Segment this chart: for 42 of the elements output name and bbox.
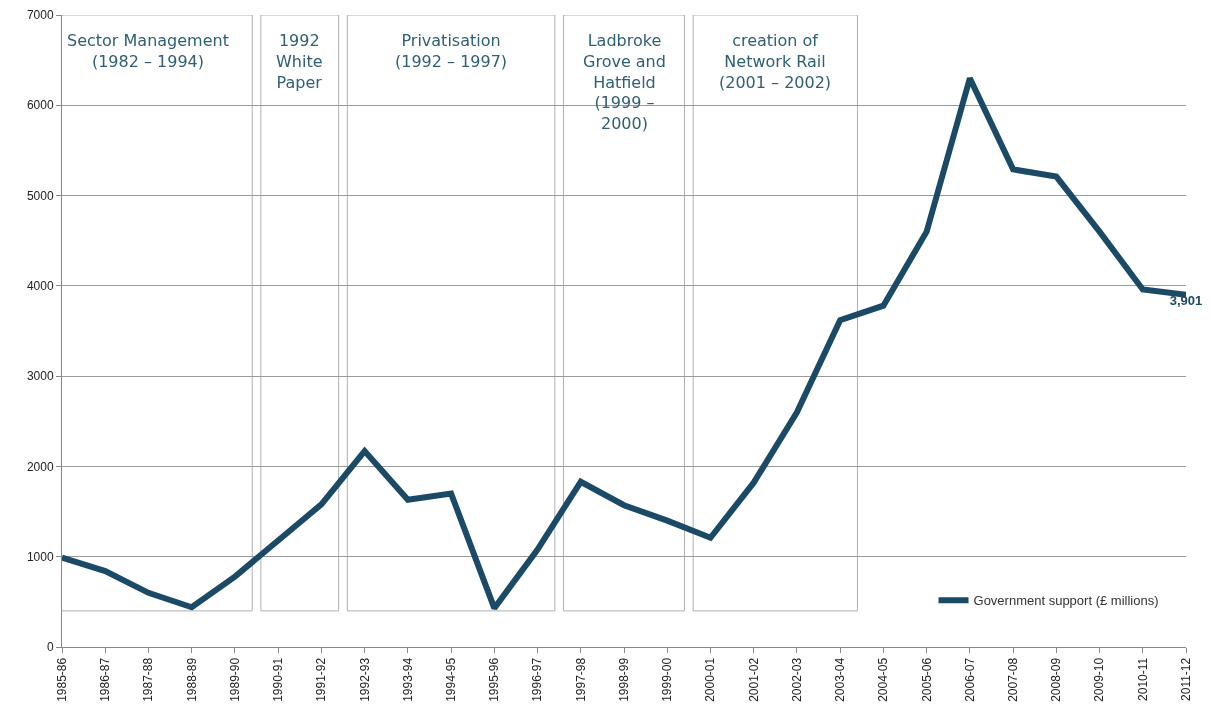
x-tick-label: 1995-96 [487, 657, 502, 702]
x-tick-label: 2011-12 [1178, 657, 1193, 701]
data-label: 3,901 [1169, 292, 1203, 308]
x-tick-label: 2010-11 [1135, 657, 1150, 701]
x-tick-label: 2008-09 [1049, 657, 1064, 702]
x-tick-label: 1999-00 [660, 657, 675, 702]
x-tick-label: 1998-99 [616, 657, 631, 702]
x-tick-label: 1987-88 [141, 657, 156, 702]
band-label: Privatisation (1992 – 1997) [395, 31, 508, 71]
y-tick-label: 4000 [26, 279, 54, 294]
x-tick-label: 1992-93 [357, 657, 372, 702]
y-tick-label: 2000 [26, 459, 54, 474]
x-tick-label: 2006-07 [962, 657, 977, 702]
x-tick-label: 2002-03 [789, 657, 804, 702]
x-tick-label: 1986-87 [98, 657, 113, 702]
y-tick-label: 7000 [26, 8, 54, 23]
y-tick-label: 1000 [26, 549, 54, 564]
x-tick-label: 2004-05 [876, 657, 891, 702]
legend-label: Government support (£ millions) [973, 593, 1159, 609]
x-tick-label: 1988-89 [184, 657, 199, 702]
y-tick-label: 3000 [26, 369, 54, 384]
x-tick-label: 1993-94 [400, 657, 415, 702]
x-tick-label: 2007-08 [1005, 657, 1020, 702]
x-tick-label: 1996-97 [530, 657, 545, 702]
x-tick-label: 2000-01 [703, 657, 718, 702]
x-tick-label: 1989-90 [227, 657, 242, 702]
x-tick-label: 1994-95 [443, 657, 458, 702]
band-label: 1992 White Paper [276, 31, 323, 92]
x-tick-label: 1991-92 [314, 657, 329, 702]
y-tick-label: 0 [46, 640, 54, 655]
x-tick-label: 2001-02 [746, 657, 761, 702]
x-tick-label: 2003-04 [833, 657, 848, 702]
x-tick-label: 1990-91 [271, 657, 286, 702]
x-tick-label: 1997-98 [573, 657, 588, 702]
x-tick-label: 2005-06 [919, 657, 934, 702]
band-label: Sector Management (1982 – 1994) [67, 31, 229, 71]
x-tick-label: 1985-86 [54, 657, 69, 702]
band-label: creation of Network Rail (2001 – 2002) [719, 31, 832, 92]
y-tick-label: 6000 [26, 98, 54, 113]
band-label: Ladbroke Grove and Hatfield (1999 – 2000) [583, 31, 666, 134]
y-tick-label: 5000 [26, 188, 54, 203]
x-tick-label: 2009-10 [1092, 657, 1107, 702]
